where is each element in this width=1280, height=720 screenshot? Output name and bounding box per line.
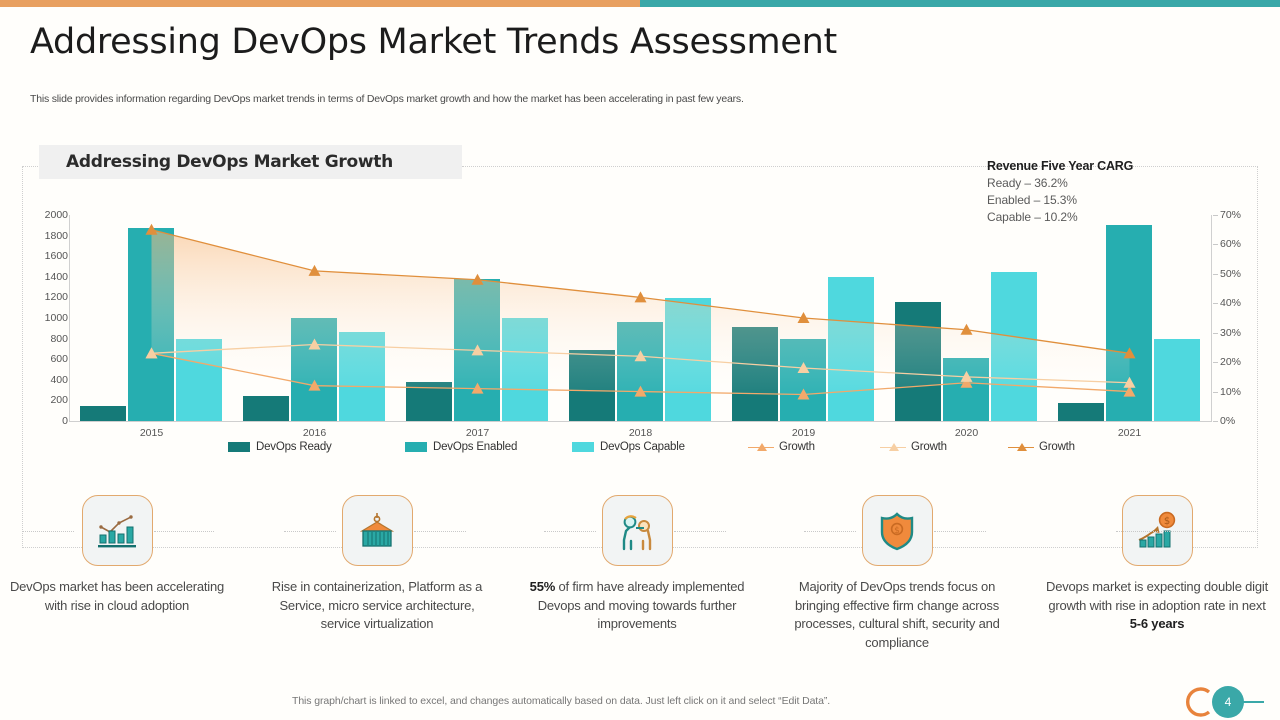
- chart-xtick: 2021: [1118, 427, 1141, 439]
- card-connector: [1116, 531, 1258, 532]
- card-connector: [154, 531, 214, 532]
- chart-ytick-left: 1200: [36, 291, 68, 303]
- chart-growth-marker: [146, 224, 158, 235]
- page-subtitle: This slide provides information regardin…: [30, 93, 744, 105]
- card-connector: [674, 531, 726, 532]
- chart-ytick-right: 20%: [1220, 356, 1260, 368]
- legend-item[interactable]: Growth: [1008, 441, 1075, 453]
- chart-ytick-right: 30%: [1220, 327, 1260, 339]
- legend-item[interactable]: Growth: [880, 441, 947, 453]
- insight-card: DevOps market has been accelerating with…: [2, 495, 232, 615]
- chart-ytick-left: 400: [36, 374, 68, 386]
- market-growth-chart[interactable]: 0 200 400 600 800 1000 1200 1400 1600 1800 2000 0%…: [0, 205, 1280, 455]
- chart-ytick-left: 0: [36, 415, 68, 427]
- bar-chart-growth-icon: [82, 495, 153, 566]
- legend-line-marker: [1008, 442, 1034, 452]
- legend-swatch: [405, 442, 427, 452]
- chart-ytick-left: 1000: [36, 312, 68, 324]
- legend-line-marker: [748, 442, 774, 452]
- insight-card: $ Devops market is expecting double digit…: [1042, 495, 1272, 634]
- chart-y-axis-right: 0%10%20%30%40%50%60%70%: [1212, 205, 1252, 415]
- svg-text:$: $: [894, 526, 900, 536]
- insight-card: Rise in containerization, Platform as a …: [262, 495, 492, 634]
- top-accent-bar-left: [0, 0, 640, 7]
- insight-card-text: Devops market is expecting double digit …: [1042, 578, 1272, 634]
- page-badge: 4: [1182, 684, 1262, 720]
- panel-header: Addressing DevOps Market Growth: [39, 145, 462, 179]
- top-accent-bar: [0, 0, 1280, 7]
- chart-ytick-left: 2000: [36, 209, 68, 221]
- chart-xtick: 2020: [955, 427, 978, 439]
- chart-xtick: 2017: [466, 427, 489, 439]
- chart-ytick-right: 60%: [1220, 238, 1260, 250]
- content-frame-top-left: [22, 166, 40, 167]
- insight-card: $ Majority of DevOps trends focus on brin…: [782, 495, 1012, 652]
- card-connector: [284, 531, 336, 532]
- insight-card-highlight: 5-6 years: [1130, 616, 1185, 631]
- svg-text:$: $: [1164, 516, 1170, 527]
- chart-xtick: 2019: [792, 427, 815, 439]
- brand-c-icon: [1182, 685, 1216, 719]
- legend-label: Growth: [779, 441, 815, 453]
- insight-card-row: DevOps market has been accelerating with…: [0, 495, 1280, 675]
- footer-note: This graph/chart is linked to excel, and…: [292, 695, 830, 707]
- chart-axis-line-bottom: [69, 421, 1212, 422]
- shield-dollar-icon: $: [862, 495, 933, 566]
- chart-growth-lines: [70, 215, 1211, 421]
- page-number: 4: [1212, 686, 1244, 718]
- legend-label: DevOps Enabled: [433, 441, 517, 453]
- top-accent-bar-right: [640, 0, 1280, 7]
- insight-card-text: Rise in containerization, Platform as a …: [262, 578, 492, 634]
- legend-label: DevOps Ready: [256, 441, 332, 453]
- chart-axis-line-right: [1211, 215, 1212, 421]
- legend-item[interactable]: DevOps Enabled: [405, 441, 517, 453]
- chart-y-axis-left: 0200400600800100012001400160018002000: [36, 205, 68, 415]
- chart-growth-area: [152, 230, 1130, 395]
- chart-xtick: 2015: [140, 427, 163, 439]
- team-gears-icon: [602, 495, 673, 566]
- chart-xtick: 2016: [303, 427, 326, 439]
- card-connector: [804, 531, 856, 532]
- chart-ytick-right: 10%: [1220, 386, 1260, 398]
- carg-title: Revenue Five Year CARG: [987, 158, 1133, 175]
- chart-ytick-left: 1400: [36, 271, 68, 283]
- legend-label: Growth: [1039, 441, 1075, 453]
- chart-ytick-left: 1600: [36, 250, 68, 262]
- chart-ytick-left: 200: [36, 394, 68, 406]
- insight-card-text: Majority of DevOps trends focus on bring…: [782, 578, 1012, 652]
- chart-xtick: 2018: [629, 427, 652, 439]
- legend-item[interactable]: Growth: [748, 441, 815, 453]
- insight-card-text: DevOps market has been accelerating with…: [2, 578, 232, 615]
- legend-item[interactable]: DevOps Capable: [572, 441, 685, 453]
- insight-card-text: 55% of firm have already implemented Dev…: [522, 578, 752, 634]
- legend-label: Growth: [911, 441, 947, 453]
- content-frame-top-right: [462, 166, 1258, 167]
- legend-swatch: [228, 442, 250, 452]
- chart-ytick-right: 0%: [1220, 415, 1260, 427]
- chart-ytick-left: 1800: [36, 230, 68, 242]
- chart-ytick-right: 40%: [1220, 297, 1260, 309]
- card-connector: [414, 531, 466, 532]
- insight-card: 55% of firm have already implemented Dev…: [522, 495, 752, 634]
- chart-ytick-left: 600: [36, 353, 68, 365]
- legend-label: DevOps Capable: [600, 441, 685, 453]
- card-connector: [934, 531, 986, 532]
- chart-ytick-right: 50%: [1220, 268, 1260, 280]
- chart-plot-area: [70, 215, 1211, 421]
- page-title: Addressing DevOps Market Trends Assessme…: [30, 22, 837, 62]
- card-connector: [22, 531, 74, 532]
- page-badge-tail: [1242, 701, 1264, 703]
- card-connector: [544, 531, 596, 532]
- insight-card-highlight: 55%: [530, 579, 555, 594]
- legend-swatch: [572, 442, 594, 452]
- chart-ytick-right: 70%: [1220, 209, 1260, 221]
- shipping-container-icon: [342, 495, 413, 566]
- carg-line-ready: Ready – 36.2%: [987, 175, 1133, 192]
- panel-header-label: Addressing DevOps Market Growth: [66, 152, 393, 172]
- legend-line-marker: [880, 442, 906, 452]
- chart-ytick-left: 800: [36, 333, 68, 345]
- legend-item[interactable]: DevOps Ready: [228, 441, 332, 453]
